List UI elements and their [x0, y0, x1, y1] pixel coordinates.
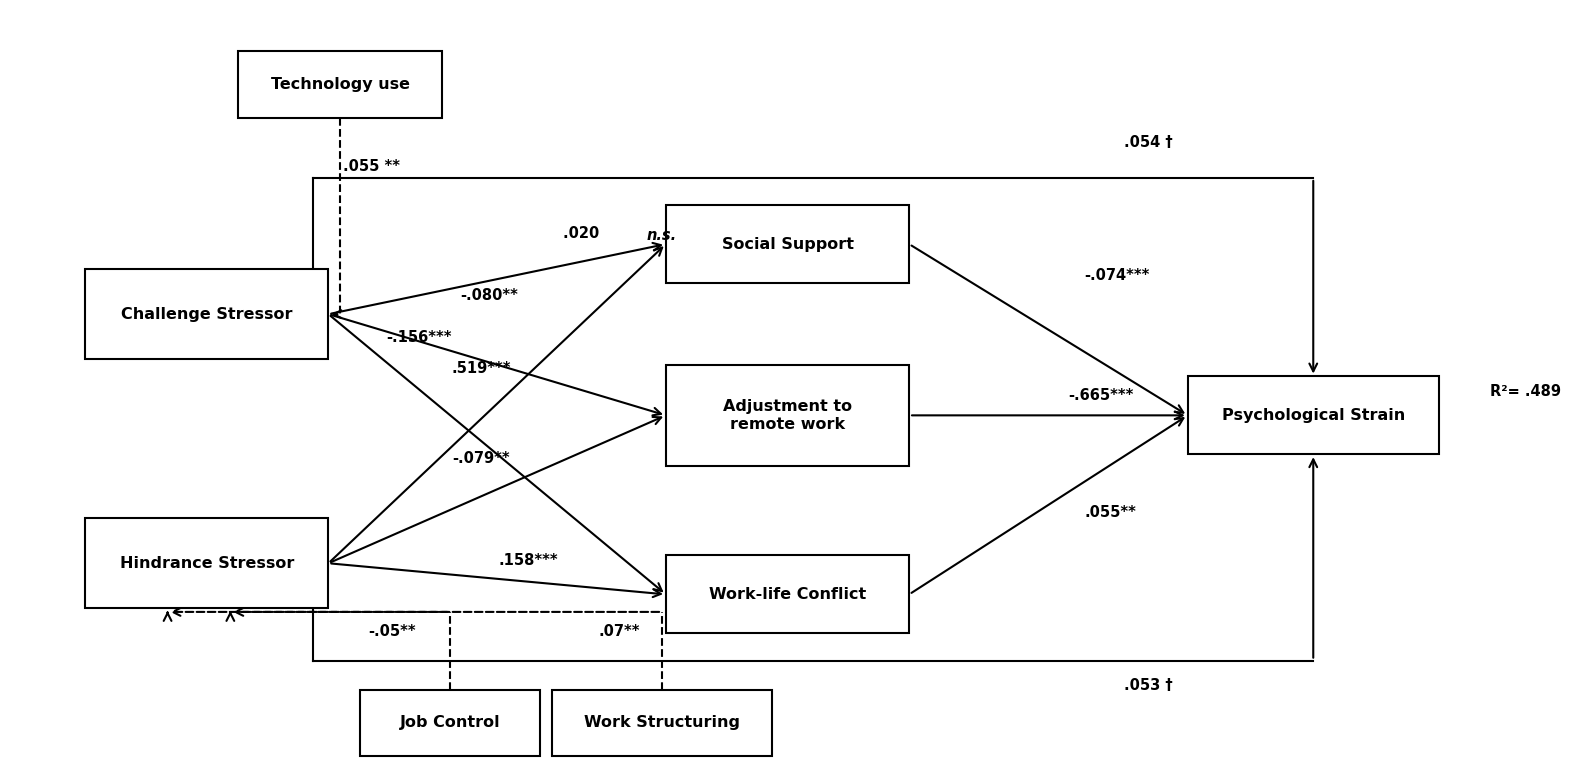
Text: Job Control: Job Control: [400, 715, 501, 731]
FancyBboxPatch shape: [1188, 376, 1440, 454]
Text: -.05**: -.05**: [369, 624, 416, 639]
Text: .519***: .519***: [452, 361, 512, 376]
Text: -.079**: -.079**: [452, 451, 510, 466]
FancyBboxPatch shape: [85, 270, 329, 359]
Text: Adjustment to
remote work: Adjustment to remote work: [723, 399, 852, 431]
Text: n.s.: n.s.: [646, 228, 676, 243]
FancyBboxPatch shape: [359, 690, 540, 756]
Text: Hindrance Stressor: Hindrance Stressor: [120, 556, 295, 571]
FancyBboxPatch shape: [666, 205, 909, 283]
Text: R²= .489: R²= .489: [1490, 384, 1561, 400]
Text: .053 †: .053 †: [1125, 678, 1173, 693]
Text: Psychological Strain: Psychological Strain: [1222, 408, 1405, 423]
Text: .055 **: .055 **: [343, 158, 400, 174]
Text: .054 †: .054 †: [1125, 136, 1173, 151]
Text: .158***: .158***: [499, 554, 559, 568]
Text: Technology use: Technology use: [271, 77, 410, 92]
Text: .055**: .055**: [1085, 505, 1137, 520]
Text: Social Support: Social Support: [721, 237, 854, 252]
FancyBboxPatch shape: [666, 556, 909, 633]
Text: -.665***: -.665***: [1069, 388, 1134, 404]
Text: .07**: .07**: [598, 624, 641, 639]
FancyBboxPatch shape: [553, 690, 772, 756]
Text: .020: .020: [562, 227, 605, 241]
Text: Work-life Conflict: Work-life Conflict: [709, 587, 866, 602]
FancyBboxPatch shape: [238, 52, 443, 118]
Text: Work Structuring: Work Structuring: [584, 715, 740, 731]
Text: -.074***: -.074***: [1085, 267, 1150, 283]
Text: -.080**: -.080**: [460, 288, 518, 303]
FancyBboxPatch shape: [85, 518, 329, 608]
FancyBboxPatch shape: [666, 365, 909, 466]
Text: -.156***: -.156***: [386, 330, 452, 345]
Text: Challenge Stressor: Challenge Stressor: [121, 307, 293, 321]
